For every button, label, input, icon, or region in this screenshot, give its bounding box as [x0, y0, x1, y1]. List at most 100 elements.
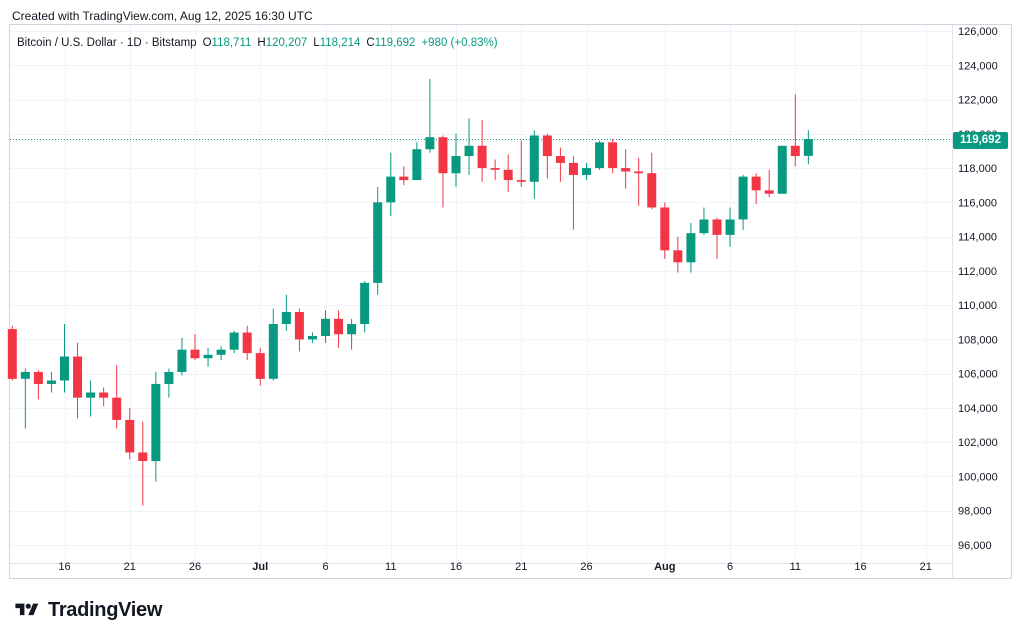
- candle-down: [242, 325, 252, 360]
- candle-body: [555, 156, 565, 163]
- candle-body: [20, 371, 30, 379]
- y-tick-label: 106,000: [958, 369, 998, 381]
- open-value: 118,711: [211, 37, 252, 49]
- candle-body: [177, 349, 187, 372]
- candle-body: [164, 371, 174, 384]
- high-label: H: [257, 37, 266, 49]
- candle-body: [229, 332, 239, 350]
- tradingview-logo-icon: [15, 603, 39, 616]
- candle-body: [647, 173, 657, 208]
- y-tick-label: 104,000: [958, 403, 998, 415]
- candle-body: [803, 139, 813, 156]
- candle-up: [203, 347, 213, 367]
- candle-body: [725, 219, 735, 235]
- candle-body: [542, 135, 552, 157]
- candle-body: [151, 383, 161, 462]
- x-tick-label: 21: [124, 561, 136, 573]
- candle-body: [347, 323, 357, 335]
- candle-up: [386, 152, 396, 217]
- candle-up: [86, 380, 96, 417]
- candle-up: [777, 145, 787, 194]
- candle-up: [464, 118, 474, 175]
- y-tick-label: 124,000: [958, 60, 998, 72]
- x-tick-label: 26: [189, 561, 201, 573]
- candle-body: [764, 190, 774, 194]
- x-tick-label: 21: [515, 561, 527, 573]
- candle-down: [608, 138, 618, 174]
- y-tick-label: 100,000: [958, 471, 998, 483]
- high-value: 120,207: [265, 37, 308, 49]
- x-tick-label: 16: [450, 561, 462, 573]
- candle-down: [294, 308, 304, 352]
- candle-down: [790, 94, 800, 167]
- candle-down: [516, 140, 526, 187]
- chart-legend: Bitcoin / U.S. Dollar · 1D · Bitstamp O11…: [17, 37, 498, 49]
- candle-down: [190, 334, 200, 360]
- y-tick-label: 110,000: [958, 300, 997, 312]
- chart-frame: [9, 24, 1012, 579]
- candle-down: [712, 217, 722, 259]
- candle-up: [803, 130, 813, 165]
- candle-down: [764, 169, 774, 198]
- candle-down: [33, 370, 43, 400]
- candle-body: [634, 171, 644, 174]
- candle-body: [568, 162, 578, 175]
- candle-body: [386, 176, 396, 203]
- candle-body: [425, 137, 435, 150]
- candle-up: [347, 318, 357, 350]
- candle-up: [412, 142, 422, 181]
- candle-down: [542, 133, 552, 179]
- candle-body: [790, 145, 800, 157]
- candle-up: [229, 330, 239, 354]
- candle-up: [20, 368, 30, 429]
- candle-body: [99, 392, 109, 398]
- y-tick-label: 102,000: [958, 437, 998, 449]
- candle-down: [555, 147, 565, 182]
- candle-down: [399, 166, 409, 186]
- candle-body: [582, 168, 591, 175]
- close-value: 119,692: [374, 37, 416, 49]
- x-tick-label: 21: [920, 561, 932, 573]
- candle-down: [660, 202, 670, 259]
- candle-down: [7, 325, 17, 381]
- candle-up: [373, 186, 383, 295]
- candle-body: [738, 176, 748, 220]
- candle-up: [686, 222, 696, 273]
- candle-body: [216, 349, 226, 355]
- candle-body: [451, 156, 461, 174]
- candle-body: [125, 419, 135, 453]
- candle-body: [595, 142, 605, 169]
- candle-body: [360, 282, 370, 324]
- candle-body: [190, 349, 200, 359]
- symbol-label: Bitcoin / U.S. Dollar · 1D · Bitstamp: [17, 37, 197, 49]
- last-price-badge: 119,692: [953, 132, 1008, 149]
- candle-down: [503, 154, 513, 193]
- candle-up: [529, 130, 539, 199]
- candle-up: [321, 310, 330, 343]
- candle-body: [294, 311, 304, 340]
- candle-body: [412, 149, 422, 181]
- x-tick-label: 11: [385, 561, 396, 573]
- candle-body: [777, 145, 787, 194]
- y-tick-label: 98,000: [958, 506, 992, 518]
- candle-up: [46, 371, 56, 393]
- candle-body: [477, 145, 487, 169]
- created-with-text: Created with TradingView.com, Aug 12, 20…: [12, 9, 313, 23]
- candle-up: [216, 346, 226, 360]
- candle-body: [86, 392, 96, 398]
- x-tick-label: 11: [790, 561, 801, 573]
- candle-body: [268, 323, 278, 379]
- y-tick-label: 122,000: [958, 95, 998, 107]
- candle-body: [33, 371, 43, 384]
- open-label: O: [202, 37, 212, 49]
- candle-up: [164, 368, 174, 398]
- candle-up: [151, 371, 161, 482]
- y-tick-label: 114,000: [958, 232, 997, 244]
- candle-down: [438, 135, 448, 208]
- tradingview-brand[interactable]: TradingView: [12, 598, 162, 622]
- low-value: 118,214: [319, 37, 361, 49]
- candle-body: [60, 356, 69, 381]
- x-tick-label: 16: [58, 561, 70, 573]
- x-tick-label: 26: [580, 561, 592, 573]
